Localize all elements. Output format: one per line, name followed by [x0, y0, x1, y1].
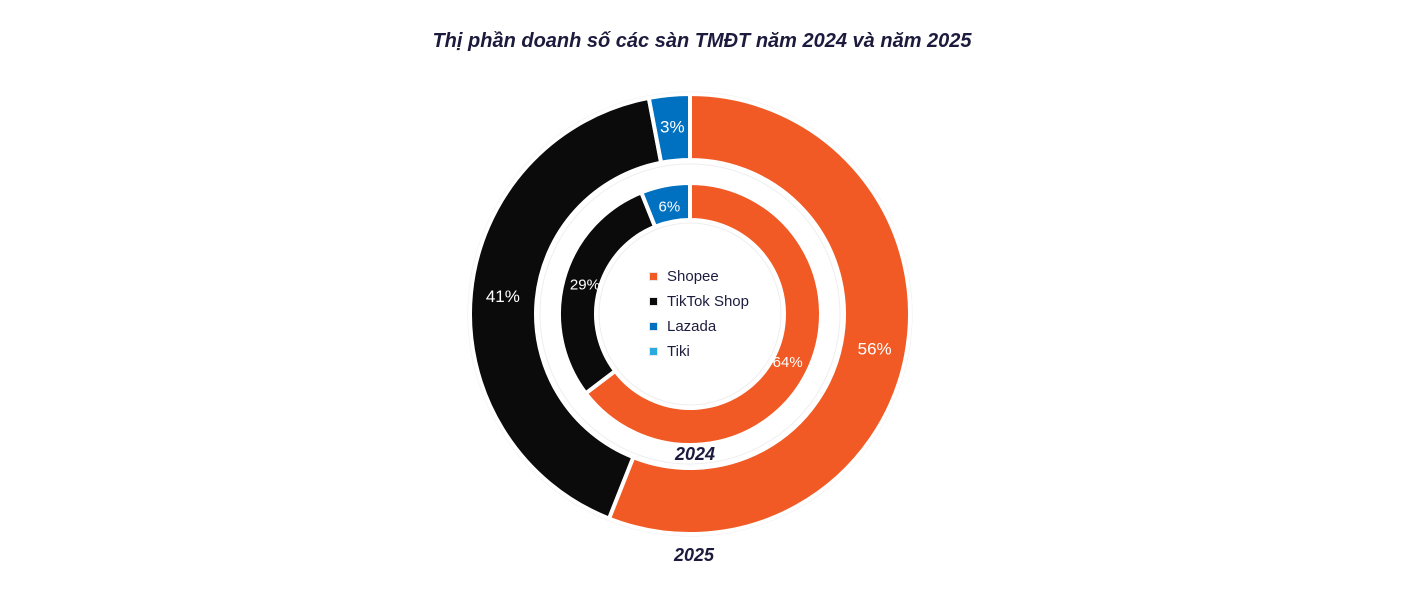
legend-swatch-lazada — [649, 322, 658, 331]
data-label-2025-lazada: 3% — [660, 117, 685, 136]
slice-2024-lazada — [638, 180, 692, 230]
data-label-2024-shopee: 64% — [773, 354, 803, 371]
outer-ring-guide — [539, 163, 841, 465]
slice-2025-tiktok-shop — [468, 95, 664, 522]
inner-ring-label: 2024 — [674, 444, 716, 464]
data-label-2025-shopee: 56% — [858, 340, 892, 359]
slice-2024-shopee — [582, 180, 823, 447]
slice-2025-shopee — [606, 91, 912, 536]
legend-item-tiki: Tiki — [649, 339, 749, 364]
legend-label-shopee: Shopee — [667, 268, 719, 285]
legend-label-tiki: Tiki — [667, 343, 690, 360]
data-label-2024-lazada: 6% — [659, 198, 681, 215]
legend-swatch-shopee — [649, 272, 658, 281]
inner-ring-guide — [598, 222, 782, 406]
slice-2025-lazada — [646, 91, 692, 166]
chart-title: Thị phần doanh số các sàn TMĐT năm 2024 … — [432, 30, 972, 52]
legend-item-tiktok-shop: TikTok Shop — [649, 289, 749, 314]
legend-item-lazada: Lazada — [649, 314, 749, 339]
data-label-2024-tiktok-shop: 29% — [570, 276, 600, 293]
legend-label-lazada: Lazada — [667, 318, 717, 335]
data-label-2025-tiktok-shop: 41% — [486, 287, 520, 306]
legend-swatch-tiktok-shop — [649, 297, 658, 306]
legend: Shopee TikTok Shop Lazada Tiki — [649, 264, 749, 364]
legend-item-shopee: Shopee — [649, 264, 749, 289]
legend-label-tiktok-shop: TikTok Shop — [667, 293, 749, 310]
legend-swatch-tiki — [649, 347, 658, 356]
outer-ring-label: 2025 — [673, 545, 715, 565]
